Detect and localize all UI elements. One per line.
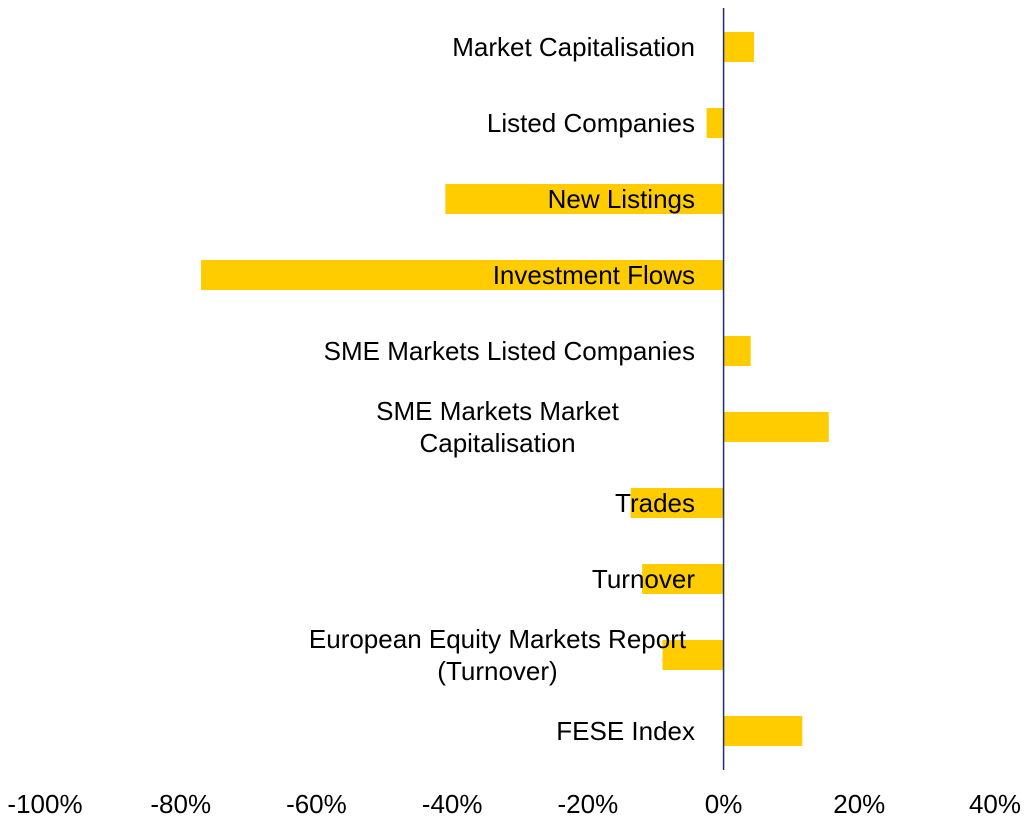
bar (662, 640, 724, 670)
bar (630, 488, 724, 518)
category-label: New Listings (547, 184, 695, 214)
category-label: SME Markets Market Capitalisation (376, 396, 619, 458)
category-label: European Equity Markets Report (Turnover… (308, 624, 687, 686)
category-label: Trades (615, 488, 695, 518)
x-tick-label: -20% (558, 789, 619, 819)
category-label: Listed Companies (486, 108, 695, 138)
x-tick-label: -100% (7, 789, 82, 819)
bar (445, 184, 724, 214)
bar (723, 716, 803, 746)
category-label: FESE Index (556, 716, 695, 746)
x-tick-label: 20% (833, 789, 885, 819)
category-label: Investment Flows (492, 260, 695, 290)
bar (201, 260, 724, 290)
x-tick-label: 40% (969, 789, 1021, 819)
x-tick-label: 0% (705, 789, 743, 819)
x-tick-label: -40% (422, 789, 483, 819)
x-tick-label: -80% (150, 789, 211, 819)
category-label: SME Markets Listed Companies (323, 336, 695, 366)
bar (723, 32, 755, 62)
bar (723, 412, 829, 442)
category-label: Market Capitalisation (452, 32, 695, 62)
bar (706, 108, 724, 138)
bar (723, 336, 751, 366)
category-label: Turnover (591, 564, 695, 594)
x-tick-label: -60% (286, 789, 347, 819)
bar (642, 564, 724, 594)
